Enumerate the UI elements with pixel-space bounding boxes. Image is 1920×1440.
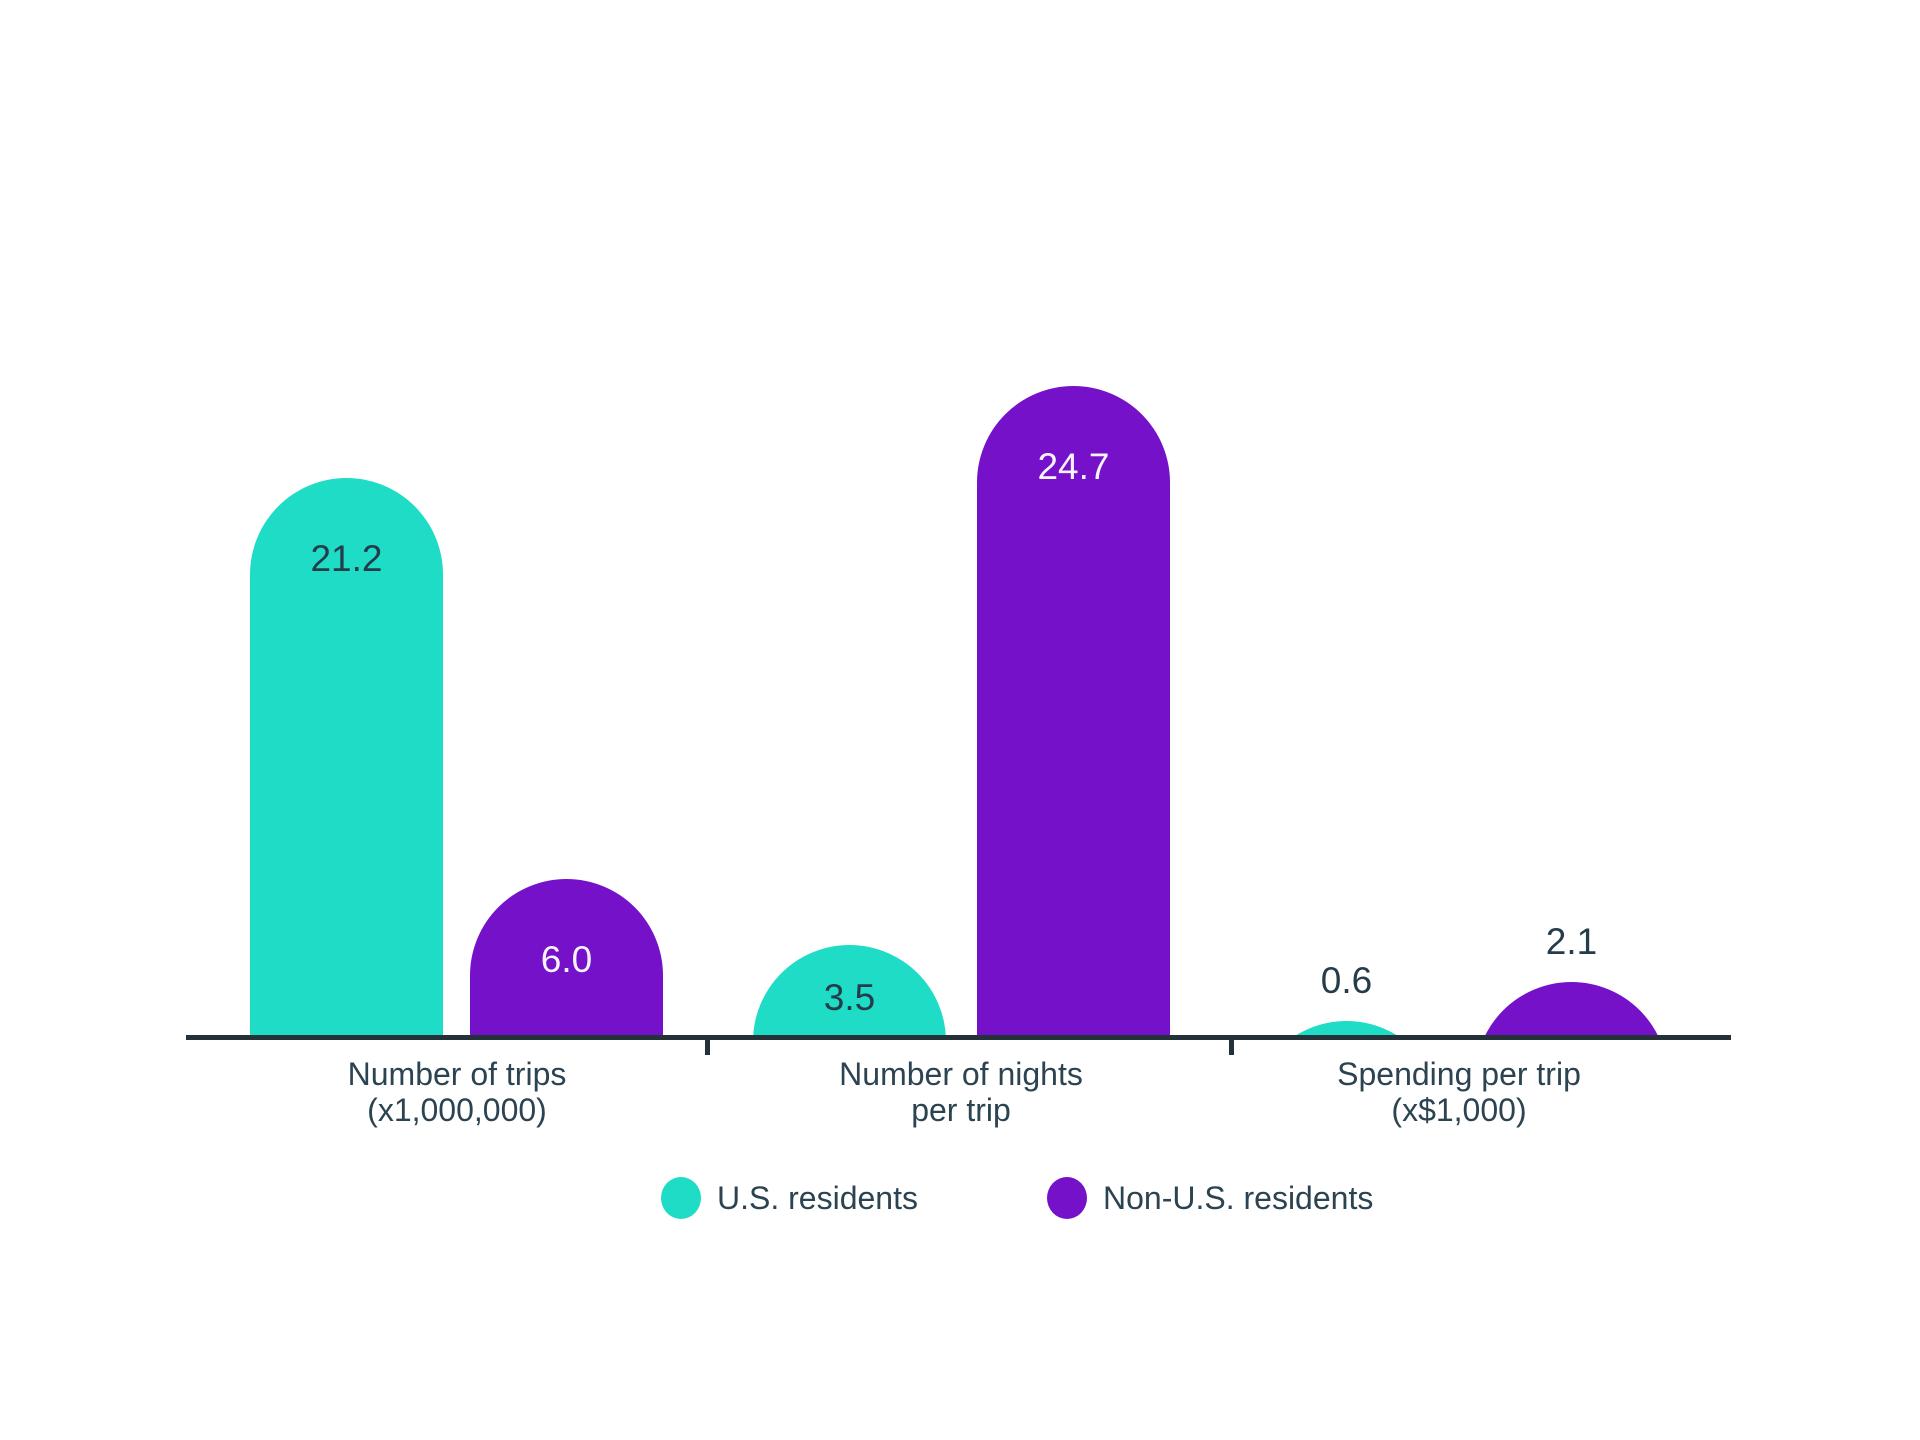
bar-shape [1475,982,1668,1037]
category-label-line: per trip [911,1092,1011,1128]
category-label-spending-per-trip: Spending per trip (x$1,000) [1239,1056,1679,1128]
legend-label: Non-U.S. residents [1103,1179,1374,1216]
value-label: 6.0 [540,939,593,980]
bar-0-non-us [470,879,663,1037]
bar-0-us [250,478,443,1037]
bar-2-non-us [1475,982,1668,1037]
bar-shape [250,478,443,1037]
legend-label: U.S. residents [717,1179,918,1216]
bar-1-us [753,945,946,1037]
category-label-line: Spending per trip [1337,1056,1581,1092]
category-label-line: (x$1,000) [1391,1092,1527,1128]
category-label-line: Number of nights [839,1056,1083,1092]
bar-shape [470,879,663,1037]
category-label-line: (x1,000,000) [367,1092,547,1128]
value-label: 3.5 [823,977,876,1018]
bar-2-us [1250,1021,1443,1037]
bar-1-non-us [977,386,1170,1037]
x-axis-tick [1229,1039,1234,1055]
category-label-line: Number of trips [347,1056,567,1092]
legend-item-us-residents: U.S. residents [661,1176,918,1220]
category-label-number-of-trips: Number of trips (x1,000,000) [237,1056,677,1128]
x-axis-tick [705,1039,710,1055]
x-axis-line [186,1035,1731,1040]
value-label: 21.2 [310,538,383,579]
legend-marker-icon [1047,1177,1087,1219]
legend-item-non-us-residents: Non-U.S. residents [1047,1176,1373,1220]
value-label: 2.1 [1545,921,1598,962]
category-label-number-of-nights: Number of nights per trip [741,1056,1181,1128]
value-label: 0.6 [1320,960,1373,1001]
legend-marker-icon [661,1177,701,1219]
bar-shape [977,386,1170,1037]
value-label: 24.7 [1037,446,1110,487]
